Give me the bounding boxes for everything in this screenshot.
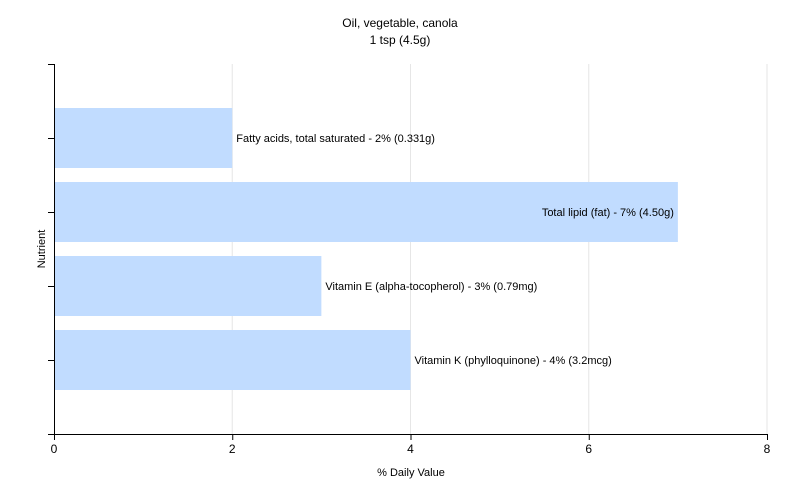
x-tick-label: 0 — [51, 442, 58, 456]
bar — [54, 330, 411, 390]
x-tick-label: 6 — [585, 442, 592, 456]
x-axis-label: % Daily Value — [377, 467, 445, 479]
y-axis-label: Nutrient — [36, 230, 48, 269]
axis-layer: 0 2 4 6 8 — [48, 64, 771, 456]
chart-title: Oil, vegetable, canola — [342, 16, 458, 30]
label-layer: Fatty acids, total saturated - 2% (0.331… — [236, 133, 674, 367]
bar-data-label: Total lipid (fat) - 7% (4.50g) — [542, 207, 674, 219]
bar-data-label: Vitamin E (alpha-tocopherol) - 3% (0.79m… — [325, 281, 537, 293]
bar-data-label: Fatty acids, total saturated - 2% (0.331… — [236, 133, 435, 145]
bar-data-label: Vitamin K (phylloquinone) - 4% (3.2mcg) — [415, 355, 612, 367]
chart-subtitle: 1 tsp (4.5g) — [370, 33, 431, 47]
x-tick-label: 2 — [229, 442, 236, 456]
x-tick-label: 8 — [764, 442, 771, 456]
bar — [54, 108, 233, 168]
x-tick-label: 4 — [407, 442, 414, 456]
bar — [54, 182, 678, 242]
bar-layer — [54, 108, 678, 390]
bar — [54, 256, 322, 316]
